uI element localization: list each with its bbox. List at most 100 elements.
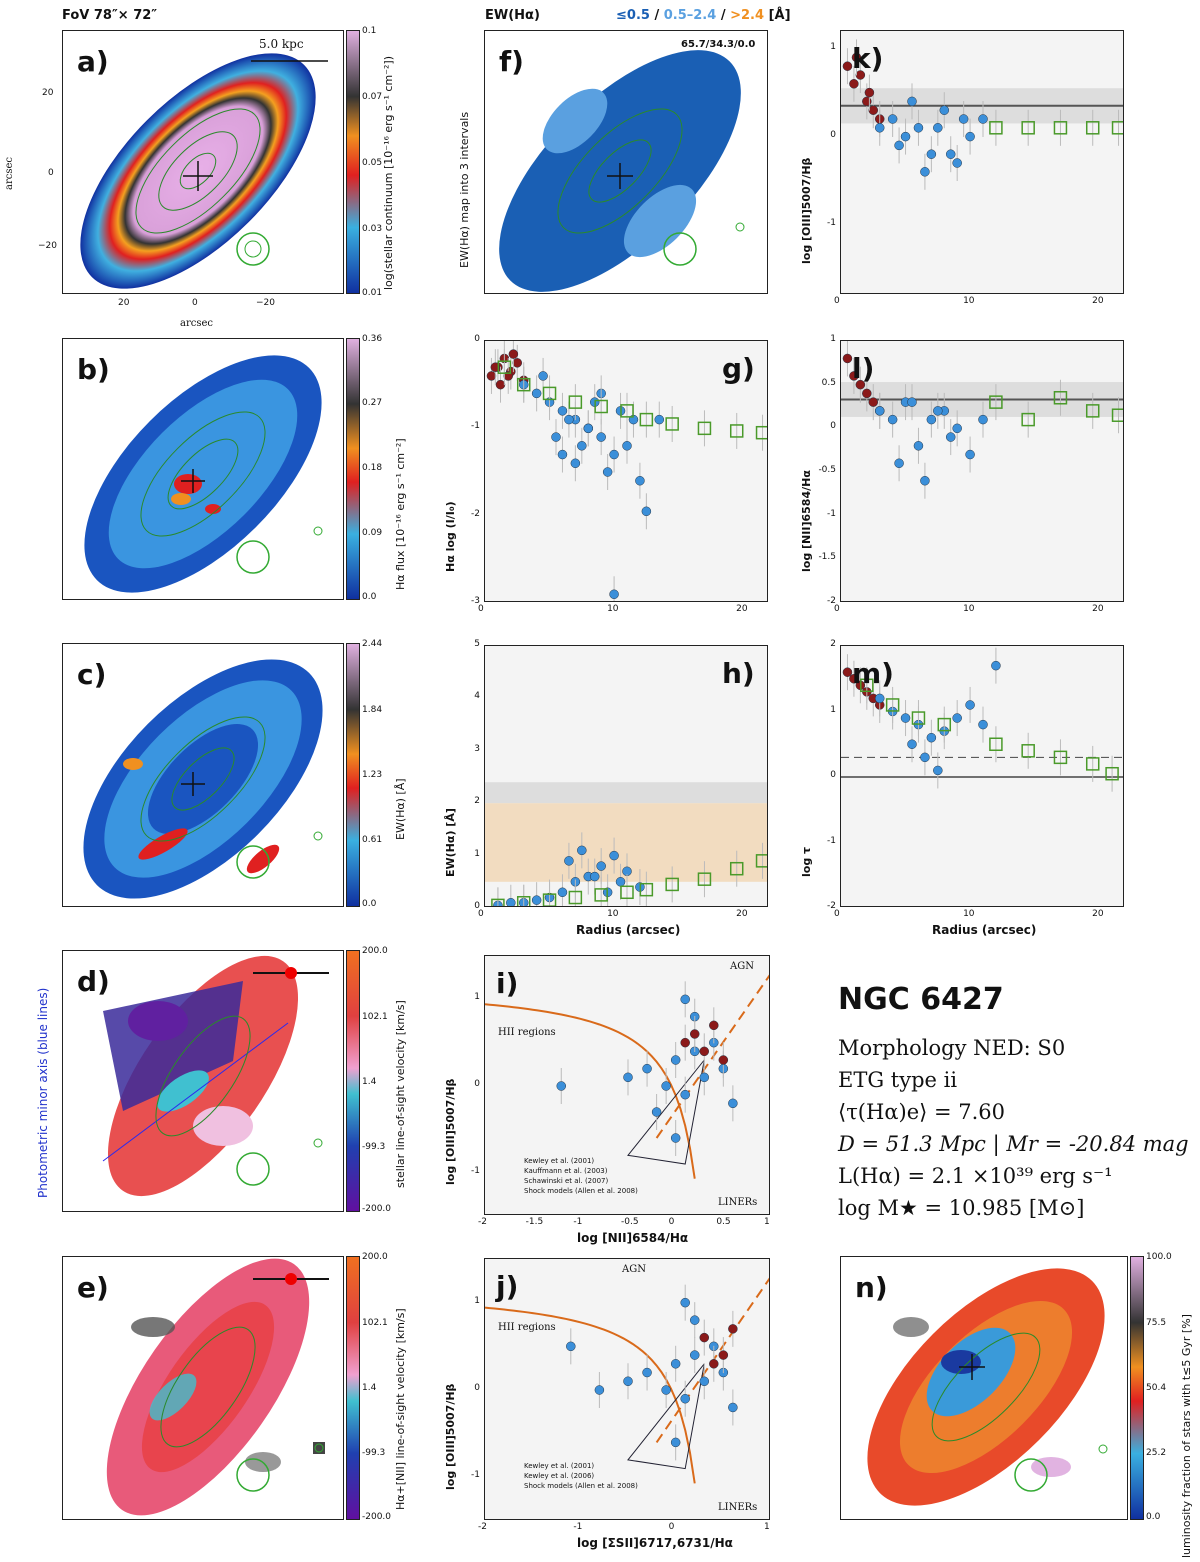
ytick: 3 (474, 743, 480, 754)
ytick: -1 (827, 217, 836, 228)
cb-tick: 102.1 (362, 1318, 388, 1328)
liners-region-label: LINERs (718, 1197, 758, 1208)
nucleus-point (868, 105, 879, 115)
panel-g-label: g) (722, 352, 755, 385)
nucleus-point (718, 1055, 729, 1065)
legend-entry: Schawinski et al. (2007) (524, 1177, 609, 1185)
plot-l (840, 340, 1124, 602)
radial-median-box (620, 404, 634, 418)
colorbar-c-label: EW(Hα) [Å] (394, 778, 407, 840)
spaxel-point (623, 1072, 633, 1083)
kewley-curve (485, 1306, 696, 1484)
radial-median-box (516, 377, 531, 392)
colorbar-n-label: luminosity fraction of stars with t≤5 Gy… (1180, 1314, 1193, 1558)
spaxel-point (926, 732, 937, 743)
xtick: 10 (963, 604, 975, 614)
spaxel-point (551, 432, 561, 442)
ytick: 4 (474, 691, 480, 702)
nucleus-point (689, 1029, 700, 1039)
radial-median-box (1053, 391, 1068, 405)
cb-tick: 0.36 (362, 334, 383, 344)
xtick: -1 (573, 1522, 583, 1532)
plot-h (484, 645, 768, 907)
spaxel-point (556, 1081, 567, 1091)
ytick: 5 (474, 639, 480, 649)
chart-i (485, 974, 769, 1179)
nucleus-point (851, 52, 862, 63)
ytick: 1 (474, 1295, 480, 1306)
xtick: 0.5 (716, 1217, 731, 1227)
radial-median-box (665, 877, 679, 892)
panel-m-label: m) (852, 657, 894, 690)
xtick: -0.5 (621, 1217, 639, 1227)
scale-bar-label: 5.0 kpc (259, 37, 304, 51)
ytick: -1 (827, 835, 836, 846)
cb-tick: 0.0 (362, 592, 377, 602)
plot-m (840, 645, 1124, 907)
ytick: 1 (830, 704, 836, 715)
radial-median-box (594, 888, 608, 902)
panel-m-xlabel: Radius (arcsec) (932, 923, 1037, 937)
stellar-continuum-map (80, 53, 328, 289)
galaxy-name: NGC 6427 (838, 982, 1004, 1017)
panel-h-xlabel: Radius (arcsec) (576, 923, 681, 937)
nucleus-point (862, 388, 872, 399)
cb-tick: 1.23 (362, 770, 383, 780)
ew-halpha-map (83, 659, 323, 899)
cb-tick: 0.0 (1146, 1512, 1161, 1522)
spaxel-point (874, 693, 885, 704)
ytick: 0 (474, 1079, 480, 1089)
spaxel-point (689, 1315, 700, 1325)
nucleus-point (490, 362, 501, 372)
galaxy-tau: ⟨τ(Hα)e⟩ = 7.60 (838, 1100, 1006, 1124)
spaxel-point (589, 871, 600, 882)
nucleus-point (495, 379, 506, 390)
panel-e-map: e) (62, 1256, 344, 1520)
colorbar-c (346, 643, 360, 907)
spaxel-point (557, 406, 568, 416)
colorbar-b-label: Hα flux [10⁻¹⁶ erg s⁻¹ cm⁻²] (394, 438, 407, 590)
chart-j (485, 1277, 769, 1484)
cb-tick: 0.0 (362, 899, 377, 909)
ew-bin-low: ≤0.5 (616, 8, 650, 23)
spaxel-point (577, 441, 587, 451)
radial-median-box (697, 421, 712, 436)
xtick: -1 (573, 1217, 583, 1227)
spaxel-point (583, 423, 594, 434)
spaxel-point (920, 167, 930, 177)
ytick: 0 (48, 168, 54, 178)
spaxel-point (670, 1055, 681, 1065)
radial-median-box (729, 424, 744, 438)
xtick: 0 (834, 909, 840, 919)
colorbar-e-label: Hα+[NII] line-of-sight velocity [km/s] (394, 1308, 407, 1510)
chart-h (485, 782, 767, 906)
nucleus-point (508, 349, 519, 359)
spaxel-point (907, 96, 917, 107)
cb-tick: 25.2 (1146, 1448, 1167, 1458)
xtick: -2 (478, 1217, 487, 1227)
panel-n-label: n) (855, 1271, 888, 1304)
panel-b-label: b) (77, 353, 110, 386)
nucleus-point (728, 1324, 738, 1334)
cb-tick: 1.4 (362, 1383, 377, 1393)
radial-median-box (1021, 412, 1035, 427)
stellar-velocity-map (102, 955, 329, 1197)
panel-d-map: d) (62, 950, 344, 1212)
radial-median-box (639, 412, 654, 427)
spaxel-point (978, 414, 988, 425)
cb-tick: 0.61 (362, 835, 383, 845)
legend-entry: Shock models (Allen et al. 2008) (524, 1187, 638, 1195)
y-axis-label: arcsec (4, 157, 15, 190)
spaxel-point (945, 149, 956, 159)
spaxel-point (920, 475, 930, 486)
radial-median-box (491, 898, 505, 906)
nucleus-point (855, 70, 866, 80)
xtick: 20 (1092, 296, 1104, 306)
panel-j-label: j) (496, 1270, 519, 1303)
nucleus-point (699, 1046, 710, 1057)
radial-median-box (1021, 744, 1035, 758)
radial-median-box (911, 711, 926, 725)
plot-j (484, 1258, 770, 1520)
spaxel-point (965, 449, 975, 460)
panel-j-xlabel: log [ΣSII]6717,6731/Hα (577, 1536, 733, 1550)
